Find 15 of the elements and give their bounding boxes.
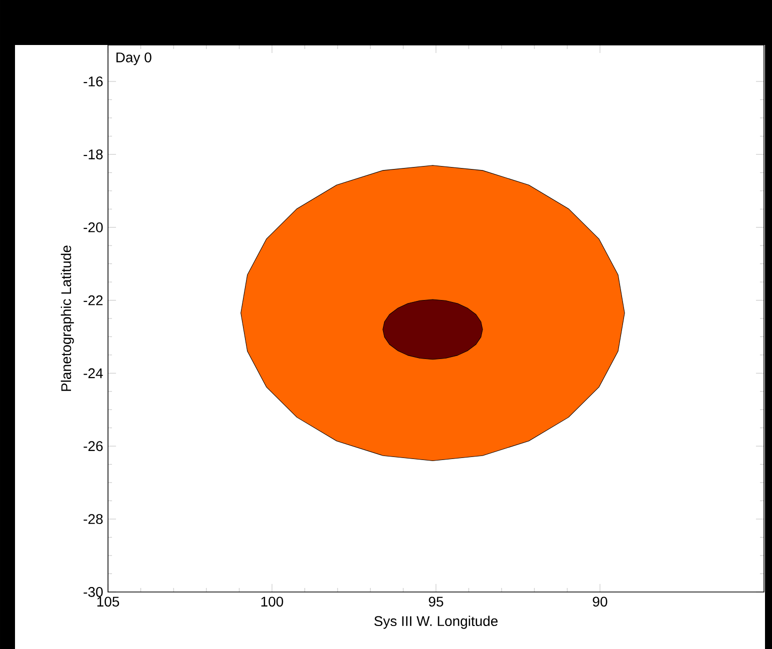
y-tick-label: -30 bbox=[84, 587, 103, 597]
x-tick-label: 95 bbox=[428, 596, 444, 607]
annotation: Day 0 bbox=[116, 52, 152, 66]
x-tick-label: 105 bbox=[97, 596, 120, 607]
y-tick-label: -28 bbox=[84, 514, 103, 524]
y-axis-title: Planetographic Latitude bbox=[60, 246, 74, 391]
y-tick-label: -26 bbox=[84, 441, 103, 452]
y-tick-label: -16 bbox=[84, 76, 103, 86]
x-tick-label: 100 bbox=[261, 596, 284, 607]
y-tick-label: -18 bbox=[84, 149, 103, 160]
y-tick-label: -20 bbox=[84, 222, 103, 232]
x-tick-label: 90 bbox=[592, 596, 608, 607]
y-tick-label: -22 bbox=[84, 295, 103, 306]
x-axis-title: Sys III W. Longitude bbox=[374, 616, 498, 629]
y-tick-label: -24 bbox=[84, 368, 103, 378]
